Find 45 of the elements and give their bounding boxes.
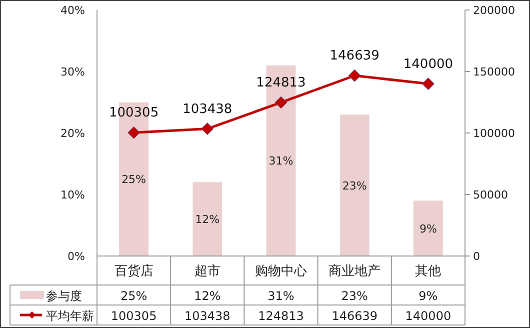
data-label: 140000 [405,309,452,323]
y2-tick-label: 0 [473,250,480,263]
point [274,96,288,109]
x-tick-label: 其他 [415,264,442,279]
point [128,126,140,139]
point [348,69,361,82]
legend-label: 平均年薪 [46,309,94,323]
x-tick-label: 商业地产 [328,264,381,279]
text: 31% [268,154,294,168]
y2-tick-label: 200000 [473,4,515,17]
y-tick-label: 30% [60,66,85,78]
data-label: 146639 [332,309,378,323]
data-label: 124813 [258,309,304,323]
text: 12% [195,213,220,226]
text: 146639 [330,48,380,64]
point [201,122,214,136]
x-tick-label: 购物中心 [255,263,307,279]
text: 23% [342,179,367,192]
text: 25% [122,173,146,186]
bar [340,114,370,256]
y2-tick-label: 50000 [473,188,508,202]
data-label: 100305 [110,309,157,323]
y-tick-label: 10% [60,188,85,202]
text: 140000 [403,56,454,72]
point [422,78,434,90]
data-label: 25% [120,289,148,303]
data-label: 23% [341,289,368,303]
data-label: 12% [194,289,221,303]
data-label: 9% [418,289,438,303]
y-tick-label: 20% [60,127,85,140]
y-tick-label: 40% [60,4,85,17]
text: 103438 [182,102,232,117]
bar [192,182,222,256]
text: 9% [419,222,437,236]
data-label: 31% [268,289,294,303]
text: 100305 [108,106,159,121]
y-tick-label: 0% [68,250,85,263]
data-label: 103438 [184,309,230,323]
x-tick-label: 超市 [194,264,220,279]
y2-tick-label: 150000 [473,66,515,78]
y2-tick-label: 100000 [473,127,515,140]
legend-label: 参与度 [46,289,82,303]
x-tick-label: 百货店 [114,263,154,279]
text: 124813 [256,75,306,90]
bar [413,200,443,256]
